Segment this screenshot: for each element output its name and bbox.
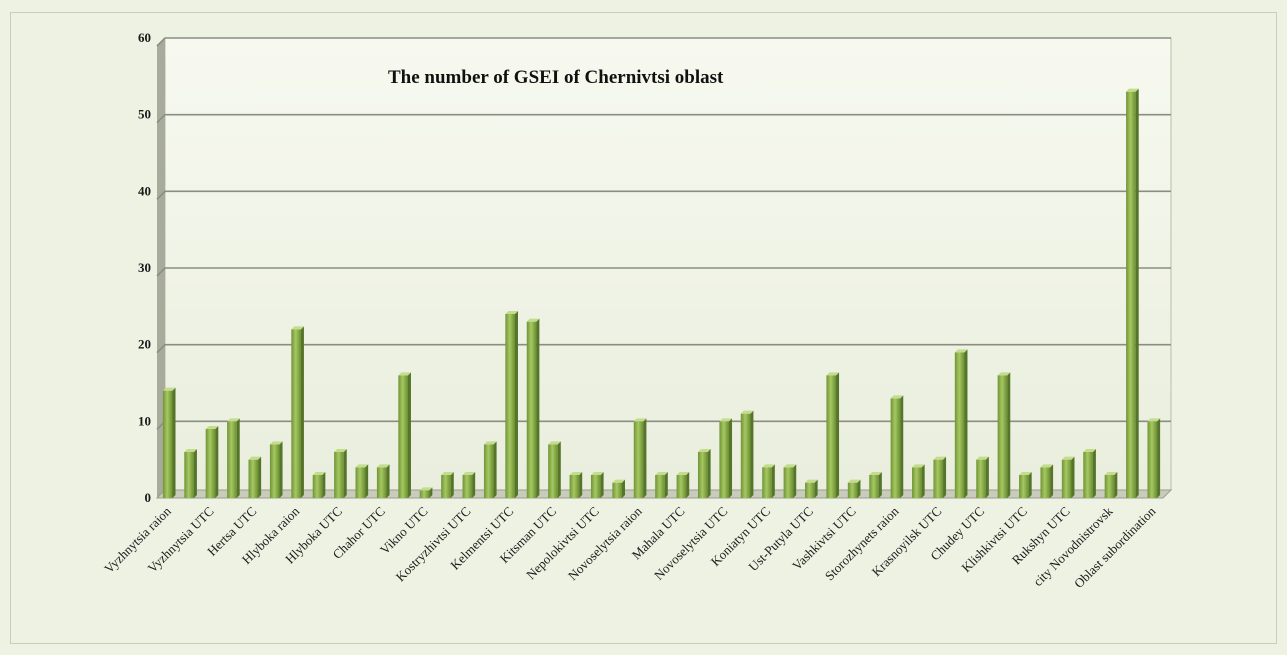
bar bbox=[441, 472, 454, 498]
y-tick-label: 50 bbox=[138, 107, 151, 122]
bar bbox=[548, 441, 561, 498]
bar bbox=[1104, 472, 1118, 498]
bar bbox=[162, 387, 176, 498]
bar bbox=[505, 311, 518, 498]
x-category-label: city Novodnistrovsk bbox=[1030, 503, 1116, 589]
chart-title: The number of GSEI of Chernivtsi oblast bbox=[388, 67, 724, 88]
x-category-label: Oblast subordination bbox=[1071, 503, 1159, 591]
bar bbox=[526, 318, 540, 498]
y-tick-label: 30 bbox=[138, 260, 151, 275]
y-tick-label: 20 bbox=[138, 337, 151, 352]
bar bbox=[184, 449, 197, 498]
gridline bbox=[156, 37, 1171, 47]
bar bbox=[954, 349, 968, 498]
bar bbox=[783, 464, 797, 498]
bar bbox=[612, 479, 626, 498]
x-category-label: Kostryzhivtsi UTC bbox=[393, 504, 474, 585]
bar bbox=[483, 441, 497, 498]
bar bbox=[1126, 88, 1139, 499]
bar bbox=[334, 449, 347, 498]
bar bbox=[398, 372, 411, 498]
x-category-label: Novoselytsia UTC bbox=[651, 504, 730, 583]
bars bbox=[162, 88, 1161, 499]
gridline bbox=[156, 267, 1171, 277]
x-category-label: Storozhynets raion bbox=[822, 503, 902, 583]
bar bbox=[291, 326, 304, 498]
bar bbox=[655, 472, 668, 498]
bar bbox=[1040, 464, 1054, 498]
bar bbox=[697, 449, 711, 498]
bar bbox=[847, 479, 861, 498]
gridlines bbox=[156, 37, 1171, 430]
bar bbox=[419, 487, 433, 498]
bar bbox=[569, 472, 583, 498]
plot-side-wall bbox=[157, 38, 165, 498]
bar bbox=[227, 418, 240, 498]
bar bbox=[805, 479, 818, 498]
x-category-label: Nepolokivtsi UTC bbox=[523, 504, 602, 583]
bar bbox=[1147, 418, 1161, 498]
bar bbox=[933, 456, 947, 498]
bar bbox=[1019, 472, 1032, 498]
bar bbox=[676, 472, 690, 498]
bar bbox=[997, 372, 1011, 498]
chart-frame: 0 10 20 30 40 50 60 Vyzhnytsia raion Vyzhnytsia… bbox=[10, 12, 1277, 644]
bar bbox=[462, 472, 476, 498]
bar bbox=[976, 456, 989, 498]
y-axis-ticks: 0 10 20 30 40 50 60 bbox=[138, 30, 151, 505]
y-tick-label: 10 bbox=[138, 413, 151, 428]
bar bbox=[719, 418, 733, 498]
bar bbox=[1083, 449, 1096, 498]
y-tick-label: 60 bbox=[138, 30, 151, 45]
bar bbox=[269, 441, 283, 498]
x-category-label: Novoselytsia raion bbox=[565, 503, 645, 583]
bar bbox=[826, 372, 840, 498]
bar bbox=[890, 395, 904, 498]
gridline bbox=[156, 343, 1171, 354]
gridline bbox=[156, 113, 1171, 124]
bar bbox=[355, 464, 369, 498]
plot-back-wall bbox=[164, 37, 1172, 491]
bar bbox=[376, 464, 390, 498]
bar bbox=[312, 472, 326, 498]
gridline bbox=[156, 190, 1171, 200]
y-tick-label: 0 bbox=[145, 490, 152, 505]
bar bbox=[740, 410, 754, 498]
bar bbox=[590, 472, 604, 498]
bar bbox=[248, 456, 262, 498]
bar bbox=[633, 418, 647, 498]
bar bbox=[1061, 456, 1075, 498]
bar bbox=[869, 472, 882, 498]
bar bbox=[912, 464, 925, 498]
bar-chart: 0 10 20 30 40 50 60 Vyzhnytsia raionVyzhnytsia… bbox=[101, 30, 1173, 591]
y-tick-label: 40 bbox=[138, 183, 151, 198]
bar bbox=[205, 426, 219, 498]
bar bbox=[762, 464, 775, 498]
